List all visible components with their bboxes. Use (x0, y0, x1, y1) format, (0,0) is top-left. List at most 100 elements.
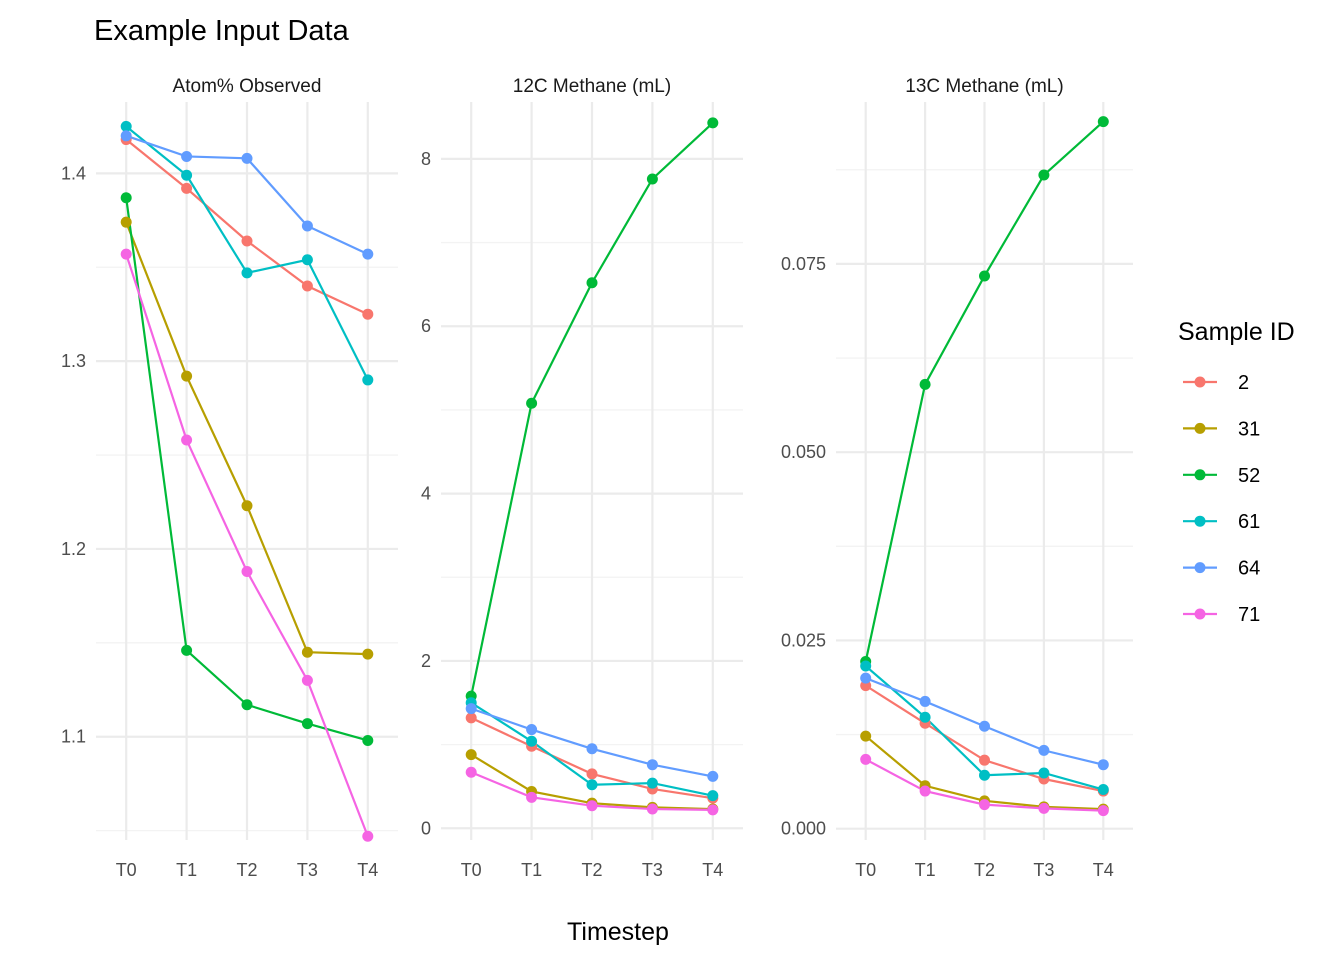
data-point-52 (586, 277, 598, 289)
data-point-52 (362, 734, 374, 746)
data-point-64 (860, 672, 872, 684)
data-point-31 (120, 216, 132, 228)
data-point-71 (1097, 805, 1109, 817)
facet-panels: 1.1 1.2 1.3 1.4 T0 T1 T2 T3 T4 Atom% Observed 0 2 4 6… (61, 76, 1133, 880)
data-point-64 (1038, 744, 1050, 756)
y-tick-label: 0.025 (781, 630, 826, 650)
data-point-71 (646, 803, 658, 815)
data-point-71 (181, 434, 193, 446)
chart-title: Example Input Data (94, 15, 350, 47)
legend-key-point (1194, 608, 1206, 620)
data-point-61 (181, 169, 193, 181)
x-tick-label: T3 (297, 860, 318, 880)
data-point-64 (979, 720, 990, 732)
data-point-61 (919, 711, 931, 723)
facet-strip-label: 12C Methane (mL) (513, 76, 671, 97)
data-point-52 (979, 270, 990, 282)
data-point-2 (465, 712, 477, 724)
data-point-52 (707, 117, 719, 129)
x-tick-label: T2 (236, 860, 257, 880)
data-point-31 (362, 648, 374, 660)
legend-key-point (1194, 469, 1206, 481)
y-tick-label: 0.000 (781, 819, 826, 839)
legend-item: 64 (1183, 558, 1260, 580)
data-point-61 (979, 769, 990, 781)
data-point-64 (241, 152, 253, 164)
facet-panel: 1.1 1.2 1.3 1.4 T0 T1 T2 T3 T4 Atom% Observed (61, 76, 398, 880)
data-point-52 (646, 173, 658, 185)
x-tick-label: T1 (176, 860, 197, 880)
data-point-2 (860, 680, 872, 692)
data-point-64 (362, 248, 374, 260)
x-tick-label: T4 (702, 860, 723, 880)
data-point-64 (465, 703, 477, 715)
data-point-52 (526, 397, 538, 409)
data-point-64 (586, 743, 598, 755)
data-point-71 (707, 804, 719, 816)
y-tick-label: 1.3 (61, 351, 86, 371)
x-tick-label: T0 (855, 860, 876, 880)
legend: Sample ID 2 31 52 61 64 71 (1178, 318, 1295, 626)
data-point-61 (120, 120, 132, 132)
data-point-31 (860, 730, 872, 742)
data-point-71 (301, 674, 313, 686)
data-point-31 (301, 646, 313, 658)
legend-label: 2 (1238, 372, 1249, 394)
data-point-52 (1038, 169, 1050, 181)
data-point-52 (1097, 116, 1109, 128)
data-point-61 (362, 374, 374, 386)
data-point-71 (979, 799, 990, 811)
data-point-64 (707, 770, 719, 782)
y-tick-label: 2 (421, 651, 431, 671)
data-point-61 (301, 254, 313, 266)
y-tick-label: 8 (421, 149, 431, 169)
data-point-71 (526, 791, 538, 803)
data-point-71 (241, 565, 253, 577)
data-point-52 (301, 718, 313, 730)
data-point-2 (301, 280, 313, 292)
data-point-64 (120, 130, 132, 142)
data-point-71 (465, 766, 477, 778)
x-tick-label: T4 (1093, 860, 1114, 880)
x-tick-label: T3 (642, 860, 663, 880)
data-point-71 (919, 785, 931, 797)
data-point-52 (241, 699, 253, 711)
y-tick-label: 1.2 (61, 539, 86, 559)
x-tick-label: T1 (521, 860, 542, 880)
x-tick-label: T2 (974, 860, 995, 880)
x-tick-label: T1 (915, 860, 936, 880)
data-point-31 (465, 749, 477, 761)
legend-item: 71 (1183, 604, 1260, 626)
data-point-52 (120, 192, 132, 204)
legend-item: 61 (1183, 511, 1260, 533)
data-point-2 (181, 182, 193, 194)
facet-panel: 0 2 4 6 8 T0 T1 T2 T3 T4 12C Methane (mL) (421, 76, 743, 880)
y-tick-label: 1.4 (61, 163, 86, 183)
y-tick-label: 0.075 (781, 254, 826, 274)
data-point-31 (241, 500, 253, 512)
data-point-61 (586, 779, 598, 791)
x-axis-title: Timestep (567, 918, 669, 946)
data-point-71 (860, 753, 872, 765)
data-point-71 (586, 800, 598, 812)
data-point-64 (301, 220, 313, 232)
x-tick-label: T3 (1033, 860, 1054, 880)
facet-strip-label: Atom% Observed (173, 76, 322, 97)
facet-strip-label: 13C Methane (mL) (905, 76, 1063, 97)
x-tick-label: T4 (357, 860, 378, 880)
x-tick-label: T0 (116, 860, 137, 880)
data-point-2 (362, 308, 374, 320)
data-point-71 (120, 248, 132, 260)
data-point-2 (979, 754, 990, 766)
data-point-61 (526, 735, 538, 747)
data-point-61 (646, 777, 658, 789)
legend-key-point (1194, 422, 1206, 434)
y-tick-label: 6 (421, 316, 431, 336)
data-point-2 (241, 235, 253, 247)
data-point-2 (586, 768, 598, 780)
data-point-61 (707, 790, 719, 802)
legend-key-point (1194, 376, 1206, 388)
data-point-71 (1038, 802, 1050, 814)
